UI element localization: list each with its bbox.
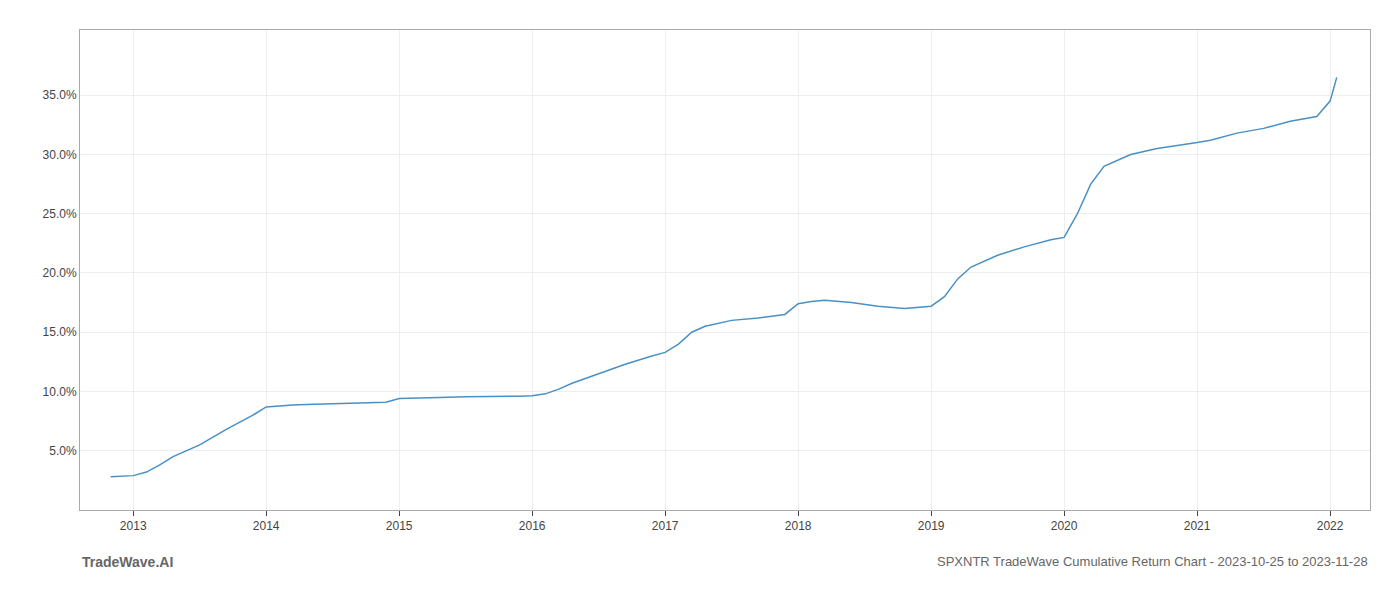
svg-text:35.0%: 35.0% [43,88,77,102]
svg-text:2020: 2020 [1051,519,1078,533]
svg-text:2017: 2017 [652,519,679,533]
svg-text:30.0%: 30.0% [43,148,77,162]
svg-text:5.0%: 5.0% [49,444,77,458]
svg-text:2013: 2013 [120,519,147,533]
svg-text:15.0%: 15.0% [43,325,77,339]
svg-text:2016: 2016 [519,519,546,533]
svg-text:2022: 2022 [1317,519,1344,533]
svg-text:2019: 2019 [918,519,945,533]
svg-text:2015: 2015 [386,519,413,533]
svg-text:SPXNTR TradeWave Cumulative Re: SPXNTR TradeWave Cumulative Return Chart… [937,554,1368,569]
svg-text:20.0%: 20.0% [43,266,77,280]
svg-text:2021: 2021 [1184,519,1211,533]
svg-text:10.0%: 10.0% [43,385,77,399]
svg-text:25.0%: 25.0% [43,207,77,221]
svg-text:TradeWave.AI: TradeWave.AI [82,554,173,570]
svg-text:2014: 2014 [253,519,280,533]
svg-text:2018: 2018 [785,519,812,533]
